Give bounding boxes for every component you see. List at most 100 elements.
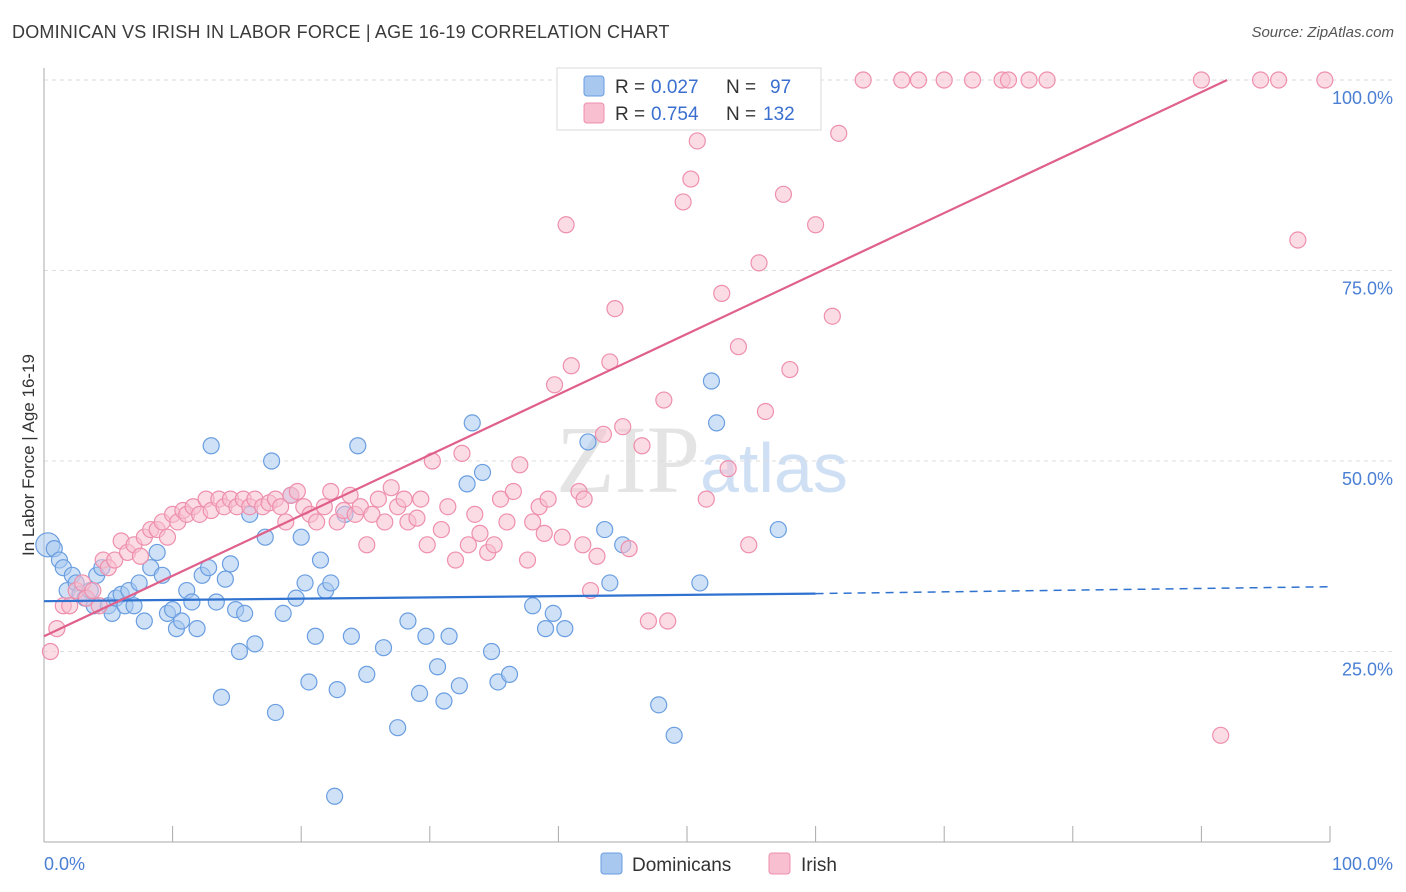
dominican-point bbox=[207, 593, 225, 611]
dominican-point bbox=[183, 593, 201, 611]
irish-point bbox=[674, 193, 692, 211]
irish-point bbox=[963, 71, 982, 89]
irish-trend-line bbox=[43, 79, 1228, 638]
irish-point bbox=[659, 612, 677, 630]
dominican-point bbox=[536, 620, 555, 638]
dominican-point bbox=[164, 600, 182, 619]
irish-point bbox=[562, 357, 580, 375]
irish-point bbox=[369, 490, 387, 508]
irish-point bbox=[485, 536, 503, 554]
irish-point bbox=[781, 360, 799, 379]
irish-point bbox=[557, 216, 575, 234]
legend-irish-swatch bbox=[583, 102, 605, 124]
irish-point bbox=[729, 338, 748, 356]
dominican-point bbox=[691, 574, 709, 592]
dominican-point bbox=[650, 696, 668, 714]
irish-point bbox=[750, 254, 768, 272]
irish-point bbox=[553, 528, 571, 546]
dominican-point bbox=[374, 639, 393, 657]
chart-title: DOMINICAN VS IRISH IN LABOR FORCE | AGE … bbox=[12, 22, 670, 42]
irish-point bbox=[535, 524, 553, 542]
irish-point bbox=[756, 402, 775, 421]
irish-point bbox=[697, 490, 715, 508]
irish-point bbox=[688, 132, 706, 150]
dominican-point bbox=[556, 620, 574, 638]
irish-point bbox=[408, 509, 426, 527]
irish-point bbox=[459, 536, 477, 554]
dominican-point bbox=[322, 574, 340, 592]
dominican-point bbox=[292, 528, 310, 546]
legend-irish-r-value: 0.754 bbox=[651, 104, 699, 125]
y-tick-label-100: 100.0% bbox=[1332, 88, 1393, 108]
irish-point bbox=[893, 71, 911, 89]
dominican-point bbox=[212, 688, 231, 706]
legend-dominicans-r-value: 0.027 bbox=[651, 77, 699, 98]
bottom-legend-irish-label: Irish bbox=[801, 855, 837, 876]
legend-dominicans-swatch bbox=[583, 75, 605, 97]
dominican-point bbox=[389, 719, 407, 737]
y-axis-label: In Labor Force | Age 16-19 bbox=[19, 354, 38, 556]
dominican-point bbox=[769, 520, 787, 539]
dominican-point bbox=[148, 543, 166, 562]
dominican-point bbox=[544, 604, 562, 623]
legend-dominicans-r-label: R = bbox=[615, 77, 645, 98]
gridlines bbox=[44, 79, 1394, 652]
dominican-point bbox=[463, 414, 481, 432]
dominican-point bbox=[500, 665, 519, 683]
dominican-point bbox=[440, 627, 458, 645]
dominican-point bbox=[596, 520, 614, 539]
dominican-point bbox=[702, 372, 721, 390]
irish-point bbox=[606, 300, 624, 318]
irish-point bbox=[491, 490, 510, 508]
x-tick-label-max: 100.0% bbox=[1332, 854, 1393, 874]
dominican-point bbox=[342, 627, 360, 645]
x-ticks bbox=[43, 826, 1331, 842]
irish-point bbox=[639, 612, 658, 630]
irish-point bbox=[909, 71, 928, 89]
dominican-point bbox=[216, 570, 234, 588]
dominican-point bbox=[306, 627, 324, 645]
legend-irish-n-value: 132 bbox=[763, 104, 795, 125]
irish-point bbox=[545, 376, 564, 394]
irish-point bbox=[1192, 71, 1211, 89]
irish-point bbox=[158, 528, 177, 546]
irish-point bbox=[1038, 71, 1056, 89]
irish-point bbox=[308, 513, 326, 531]
dominican-point bbox=[274, 604, 292, 623]
dominican-point bbox=[601, 574, 619, 592]
irish-point bbox=[594, 425, 613, 443]
dominican-point bbox=[188, 620, 206, 638]
dominicans-trend-line bbox=[43, 592, 816, 603]
dominican-point bbox=[300, 673, 318, 691]
irish-point bbox=[806, 216, 825, 234]
dominican-point bbox=[135, 612, 153, 630]
dominican-point bbox=[296, 574, 314, 592]
dominican-point bbox=[328, 680, 346, 699]
source-credit: Source: ZipAtlas.com bbox=[1251, 24, 1394, 41]
dominican-point bbox=[263, 452, 281, 470]
correlation-legend: R = 0.027 N = 97 R = 0.754 N = 132 bbox=[556, 67, 822, 131]
irish-point bbox=[41, 642, 60, 661]
irish-point bbox=[412, 490, 430, 508]
dominican-point bbox=[236, 604, 254, 623]
irish-point bbox=[1269, 71, 1288, 89]
dominican-point bbox=[450, 677, 468, 695]
irish-point bbox=[581, 581, 600, 600]
irish-point bbox=[518, 551, 537, 569]
irish-point bbox=[106, 551, 124, 569]
dominican-point bbox=[482, 642, 501, 661]
irish-point bbox=[498, 513, 516, 531]
irish-point bbox=[439, 498, 457, 516]
dominican-point bbox=[311, 551, 330, 569]
irish-point bbox=[382, 479, 400, 497]
irish-point bbox=[358, 536, 376, 554]
irish-point bbox=[511, 456, 529, 474]
dominican-point bbox=[458, 475, 476, 493]
irish-point bbox=[854, 71, 872, 89]
irish-point bbox=[1316, 71, 1334, 89]
dominican-point bbox=[358, 665, 376, 683]
irish-point bbox=[1212, 726, 1230, 744]
irish-point bbox=[830, 124, 848, 142]
series-legend: Dominicans Irish bbox=[600, 852, 837, 876]
